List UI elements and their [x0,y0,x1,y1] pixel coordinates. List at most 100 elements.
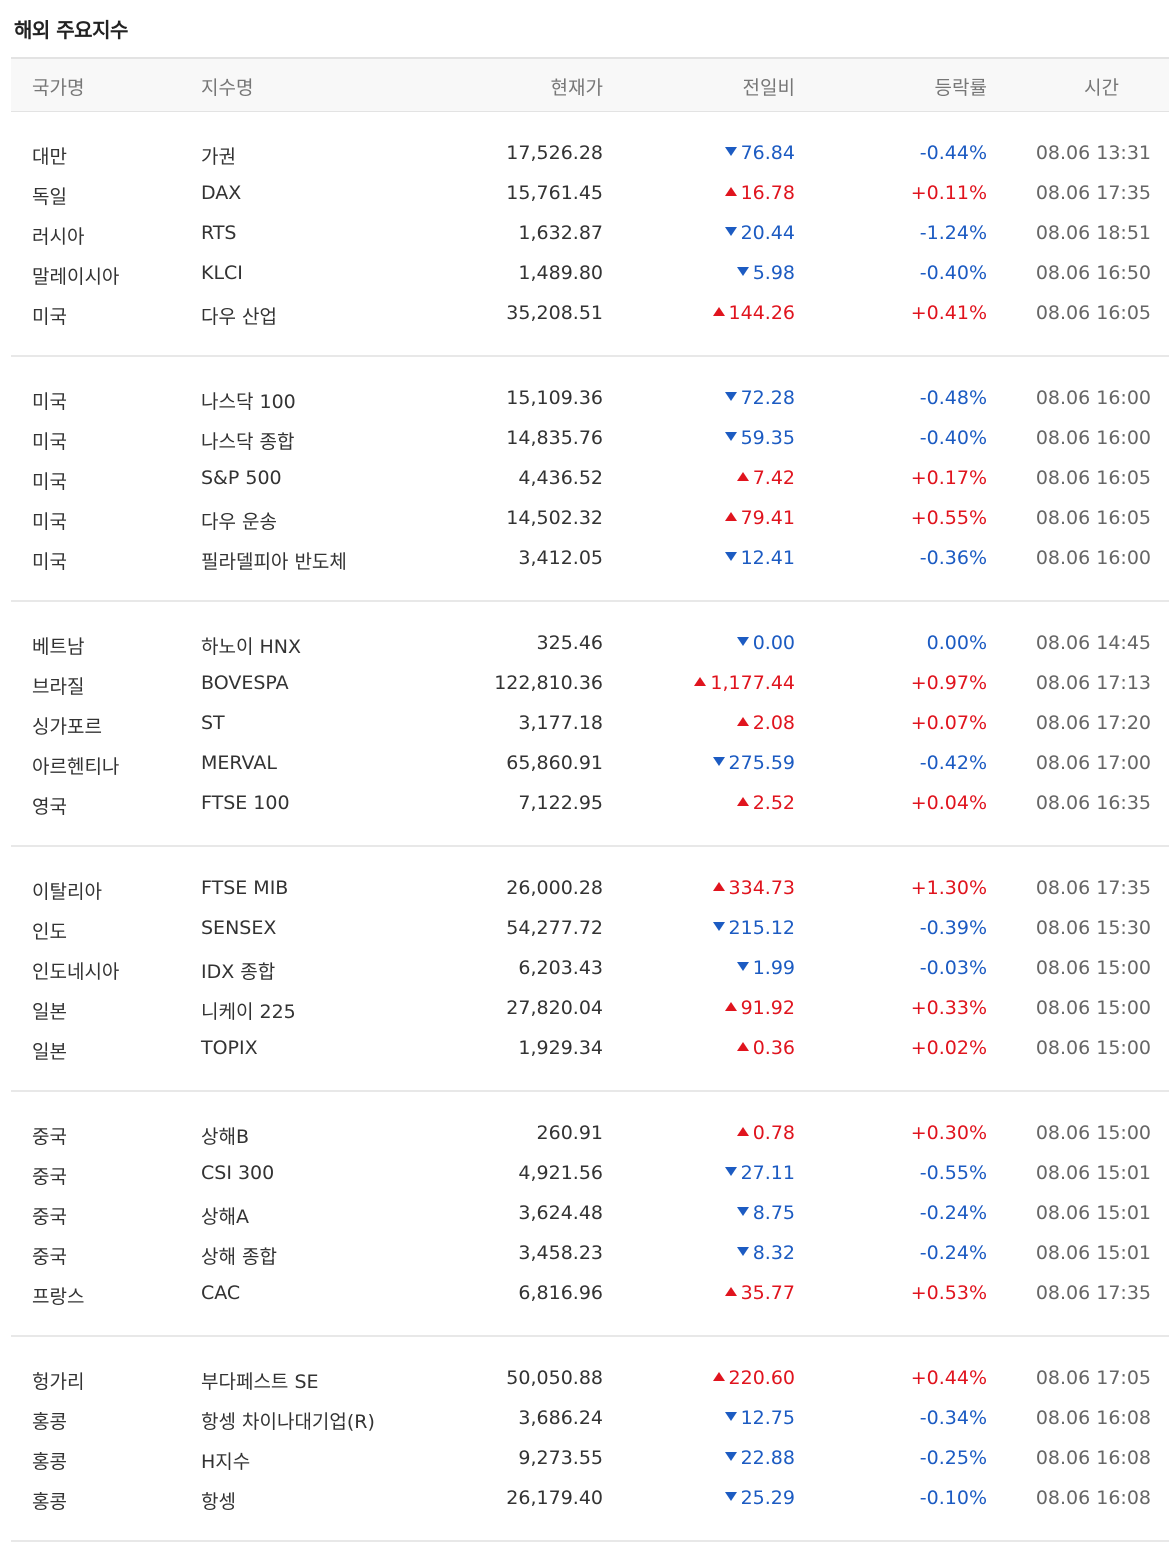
table-row[interactable]: 중국 상해A 3,624.48 8.75 -0.24% 08.06 15:01 [11,1194,1169,1234]
change-value: 1.99 [736,957,795,979]
update-time: 08.06 16:35 [1035,792,1151,814]
change-rate: +0.44% [910,1367,987,1389]
current-price: 15,761.45 [506,182,603,204]
table-row[interactable]: 프랑스 CAC 6,816.96 35.77 +0.53% 08.06 17:35 [11,1274,1169,1314]
index-name-link[interactable]: KLCI [201,262,243,284]
index-name-link[interactable]: 항셍 차이나대기업(R) [201,1411,375,1433]
table-row[interactable]: 미국 다우 운송 14,502.32 79.41 +0.55% 08.06 16:05 [11,499,1169,539]
table-row[interactable]: 미국 S&P 500 4,436.52 7.42 +0.17% 08.06 16:05 [11,459,1169,499]
change-rate: +1.30% [910,877,987,899]
change-amount: 220.60 [728,1367,795,1389]
change-value: 79.41 [724,507,795,529]
index-name-link[interactable]: RTS [201,222,237,244]
table-row[interactable]: 싱가포르 ST 3,177.18 2.08 +0.07% 08.06 17:20 [11,704,1169,744]
current-price: 3,624.48 [518,1202,603,1224]
change-value: 22.88 [724,1447,795,1469]
change-value: 8.32 [736,1242,795,1264]
table-row[interactable]: 베트남 하노이 HNX 325.46 0.00 0.00% 08.06 14:45 [11,624,1169,664]
index-name-link[interactable]: 다우 산업 [201,306,277,328]
current-price: 1,632.87 [518,222,603,244]
country-name: 브라질 [32,676,85,698]
current-price: 325.46 [536,632,603,654]
table-body: 대만 가권 17,526.28 76.84 -0.44% 08.06 13:31 독일 DAX… [11,112,1169,1542]
table-row[interactable]: 중국 CSI 300 4,921.56 27.11 -0.55% 08.06 15:01 [11,1154,1169,1194]
index-name-link[interactable]: H지수 [201,1451,251,1473]
table-row[interactable]: 인도 SENSEX 54,277.72 215.12 -0.39% 08.06 15:30 [11,909,1169,949]
table-row[interactable]: 홍콩 항셍 26,179.40 25.29 -0.10% 08.06 16:08 [11,1479,1169,1519]
country-name: 프랑스 [32,1286,85,1308]
down-triangle-icon [736,267,749,276]
change-rate: -0.42% [919,752,987,774]
index-name-link[interactable]: 상해A [201,1206,249,1228]
index-name-link[interactable]: 필라델피아 반도체 [201,551,347,573]
table-row[interactable]: 미국 나스닥 100 15,109.36 72.28 -0.48% 08.06 16:00 [11,379,1169,419]
down-triangle-icon [724,147,737,156]
index-name-link[interactable]: 부다페스트 SE [201,1371,319,1393]
index-name-link[interactable]: TOPIX [201,1037,258,1059]
index-name-link[interactable]: SENSEX [201,917,277,939]
column-header-country: 국가명 [32,77,85,99]
index-name-link[interactable]: 상해B [201,1126,249,1148]
index-name-link[interactable]: CSI 300 [201,1162,275,1184]
change-value: 215.12 [712,917,795,939]
index-name-link[interactable]: FTSE 100 [201,792,290,814]
index-name-link[interactable]: 하노이 HNX [201,636,301,658]
index-name-link[interactable]: 니케이 225 [201,1001,296,1023]
update-time: 08.06 15:01 [1035,1202,1151,1224]
table-row[interactable]: 헝가리 부다페스트 SE 50,050.88 220.60 +0.44% 08.06 17… [11,1359,1169,1399]
index-name-link[interactable]: DAX [201,182,242,204]
update-time: 08.06 15:00 [1035,997,1151,1019]
change-rate: -0.03% [919,957,987,979]
table-row[interactable]: 인도네시아 IDX 종합 6,203.43 1.99 -0.03% 08.06 15:00 [11,949,1169,989]
index-name-link[interactable]: 다우 운송 [201,511,277,533]
table-row[interactable]: 중국 상해 종합 3,458.23 8.32 -0.24% 08.06 15:01 [11,1234,1169,1274]
update-time: 08.06 17:13 [1035,672,1151,694]
table-row[interactable]: 독일 DAX 15,761.45 16.78 +0.11% 08.06 17:35 [11,174,1169,214]
index-name-link[interactable]: 가권 [201,146,236,168]
table-row[interactable]: 홍콩 H지수 9,273.55 22.88 -0.25% 08.06 16:08 [11,1439,1169,1479]
country-name: 미국 [32,511,67,533]
current-price: 6,816.96 [518,1282,603,1304]
index-name-link[interactable]: CAC [201,1282,241,1304]
update-time: 08.06 18:51 [1035,222,1151,244]
index-name-link[interactable]: FTSE MIB [201,877,289,899]
country-name: 홍콩 [32,1451,67,1473]
table-row[interactable]: 일본 니케이 225 27,820.04 91.92 +0.33% 08.06 15:00 [11,989,1169,1029]
table-row[interactable]: 아르헨티나 MERVAL 65,860.91 275.59 -0.42% 08.06 17… [11,744,1169,784]
table-row[interactable]: 브라질 BOVESPA 122,810.36 1,177.44 +0.97% 08.06 … [11,664,1169,704]
current-price: 26,179.40 [506,1487,603,1509]
index-name-link[interactable]: S&P 500 [201,467,282,489]
table-row[interactable]: 중국 상해B 260.91 0.78 +0.30% 08.06 15:00 [11,1114,1169,1154]
index-name-link[interactable]: 나스닥 종합 [201,431,295,453]
index-name-link[interactable]: 나스닥 100 [201,391,296,413]
table-row[interactable]: 미국 필라델피아 반도체 3,412.05 12.41 -0.36% 08.06 16:0… [11,539,1169,579]
table-row[interactable]: 미국 나스닥 종합 14,835.76 59.35 -0.40% 08.06 16:00 [11,419,1169,459]
country-name: 독일 [32,186,67,208]
index-name-link[interactable]: MERVAL [201,752,277,774]
table-row[interactable]: 대만 가권 17,526.28 76.84 -0.44% 08.06 13:31 [11,134,1169,174]
table-row[interactable]: 일본 TOPIX 1,929.34 0.36 +0.02% 08.06 15:00 [11,1029,1169,1069]
change-amount: 1.99 [752,957,795,979]
change-rate: +0.04% [910,792,987,814]
index-name-link[interactable]: IDX 종합 [201,961,276,983]
index-name-link[interactable]: 상해 종합 [201,1246,277,1268]
change-value: 5.98 [736,262,795,284]
change-rate: +0.55% [910,507,987,529]
current-price: 3,177.18 [518,712,603,734]
index-name-link[interactable]: ST [201,712,225,734]
change-amount: 144.26 [728,302,795,324]
index-name-link[interactable]: 항셍 [201,1491,236,1513]
update-time: 08.06 16:00 [1035,547,1151,569]
column-header-change-rate: 등락률 [934,77,987,99]
table-row[interactable]: 이탈리아 FTSE MIB 26,000.28 334.73 +1.30% 08.06 1… [11,869,1169,909]
index-name-link[interactable]: BOVESPA [201,672,289,694]
update-time: 08.06 16:08 [1035,1407,1151,1429]
table-row[interactable]: 미국 다우 산업 35,208.51 144.26 +0.41% 08.06 16:05 [11,294,1169,334]
table-row[interactable]: 러시아 RTS 1,632.87 20.44 -1.24% 08.06 18:51 [11,214,1169,254]
current-price: 4,436.52 [518,467,603,489]
table-row[interactable]: 말레이시아 KLCI 1,489.80 5.98 -0.40% 08.06 16:50 [11,254,1169,294]
table-row[interactable]: 영국 FTSE 100 7,122.95 2.52 +0.04% 08.06 16:35 [11,784,1169,824]
update-time: 08.06 16:05 [1035,507,1151,529]
table-row[interactable]: 홍콩 항셍 차이나대기업(R) 3,686.24 12.75 -0.34% 08.06 1… [11,1399,1169,1439]
change-rate: -0.39% [919,917,987,939]
